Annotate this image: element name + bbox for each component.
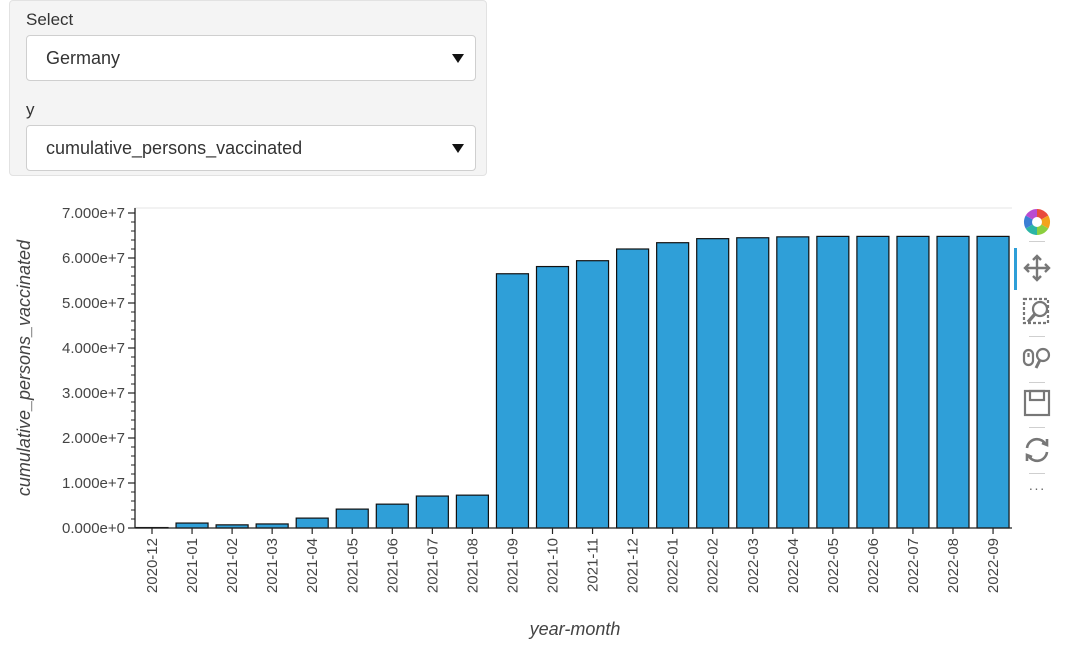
x-tick-label: 2022-08 [945, 538, 962, 593]
y-select[interactable]: cumulative_persons_vaccinated [26, 125, 476, 171]
y-tick-label: 5.000e+7 [62, 295, 125, 312]
reset-icon[interactable] [1020, 433, 1054, 467]
x-tick-label: 2021-05 [344, 538, 361, 593]
x-tick-label: 2021-02 [224, 538, 241, 593]
x-tick-label: 2021-12 [625, 538, 642, 593]
bar [335, 508, 369, 529]
dropdown-arrow-icon [452, 54, 464, 63]
bokeh-logo-icon[interactable] [1020, 205, 1054, 239]
box-zoom-icon[interactable] [1020, 295, 1054, 329]
country-select[interactable]: Germany [26, 35, 476, 81]
bar [896, 235, 930, 529]
y-select-label: y [26, 100, 35, 119]
x-tick-label: 2020-12 [144, 538, 161, 593]
y-axis-title: cumulative_persons_vaccinated [14, 239, 34, 496]
bar [295, 517, 329, 529]
x-tick-label: 2021-07 [424, 538, 441, 593]
bar [175, 522, 209, 529]
x-tick-label: 2021-11 [585, 538, 602, 592]
bar [375, 503, 409, 529]
bar [696, 238, 730, 529]
x-tick-label: 2021-01 [184, 538, 201, 593]
widget-panel: Select Germany y cumulative_persons_vacc… [9, 0, 487, 176]
x-tick-label: 2022-06 [865, 538, 882, 593]
bar [856, 235, 890, 529]
more-icon[interactable]: ··· [1028, 480, 1046, 496]
pan-icon[interactable] [1020, 251, 1054, 285]
x-tick-label: 2022-09 [985, 538, 1002, 593]
x-tick-label: 2022-04 [785, 538, 802, 593]
plot-toolbar: ··· [1014, 200, 1060, 500]
bar [936, 235, 970, 529]
x-tick-label: 2022-05 [825, 538, 842, 593]
x-tick-label: 2021-03 [264, 538, 281, 593]
bar [816, 235, 850, 529]
x-tick-label: 2021-10 [545, 538, 562, 593]
x-tick-label: 2022-03 [745, 538, 762, 593]
bar [976, 235, 1010, 529]
dropdown-arrow-icon [452, 144, 464, 153]
toolbar-divider [1029, 382, 1045, 383]
x-tick-label: 2021-04 [304, 538, 321, 593]
bar [415, 495, 449, 529]
y-tick-label: 3.000e+7 [62, 385, 125, 402]
bar [615, 248, 650, 529]
y-tick-label: 2.000e+7 [62, 430, 125, 447]
bar [575, 260, 610, 529]
bar [776, 236, 810, 529]
y-tick-label: 0.000e+0 [62, 520, 125, 537]
bar-chart[interactable]: 0.000e+0 1.000e+7 2.000e+7 3.000e+7 4.000e+7… [0, 195, 1012, 645]
y-tick-label: 1.000e+7 [62, 475, 125, 492]
x-tick-label: 2022-07 [905, 538, 922, 593]
active-tool-indicator [1014, 248, 1017, 290]
toolbar-divider [1029, 336, 1045, 337]
x-tick-label: 2022-02 [705, 538, 722, 593]
x-tick-label: 2021-09 [504, 538, 521, 593]
x-tick-label: 2021-08 [464, 538, 481, 593]
wheel-zoom-icon[interactable] [1020, 341, 1054, 375]
toolbar-divider [1029, 241, 1045, 242]
y-tick-label: 6.000e+7 [62, 250, 125, 267]
bar [656, 242, 690, 529]
y-select-value: cumulative_persons_vaccinated [46, 138, 303, 158]
x-tick-label: 2021-06 [384, 538, 401, 593]
x-tick-label: 2022-01 [665, 538, 682, 593]
country-select-value: Germany [46, 48, 121, 68]
y-tick-label: 4.000e+7 [62, 340, 125, 357]
x-axis-title: year-month [528, 619, 621, 639]
bar [736, 237, 770, 529]
y-tick-label: 7.000e+7 [62, 205, 125, 222]
toolbar-divider [1029, 427, 1045, 428]
bar [455, 494, 489, 529]
bar [535, 265, 570, 529]
save-icon[interactable] [1020, 386, 1054, 420]
select-label: Select [26, 10, 74, 29]
toolbar-divider [1029, 473, 1045, 474]
bar [495, 273, 530, 529]
